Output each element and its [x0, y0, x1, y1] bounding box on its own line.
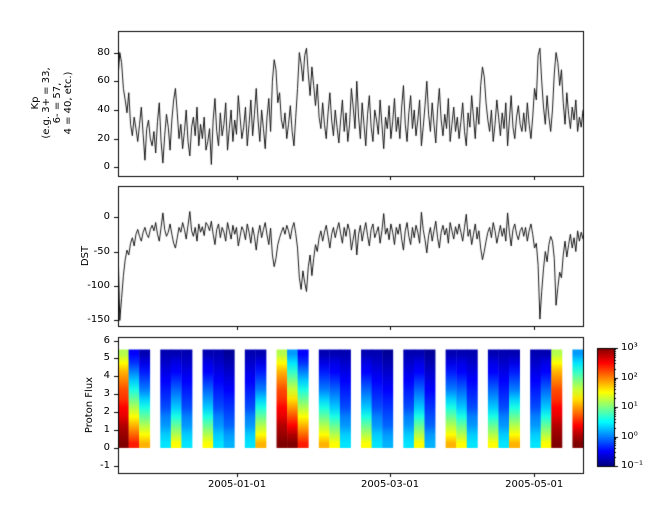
figure: Kp (e.g. 3+ = 33, 6- = 57, 4 = 40, etc.)…: [0, 0, 665, 523]
plot-canvas: [0, 0, 665, 523]
